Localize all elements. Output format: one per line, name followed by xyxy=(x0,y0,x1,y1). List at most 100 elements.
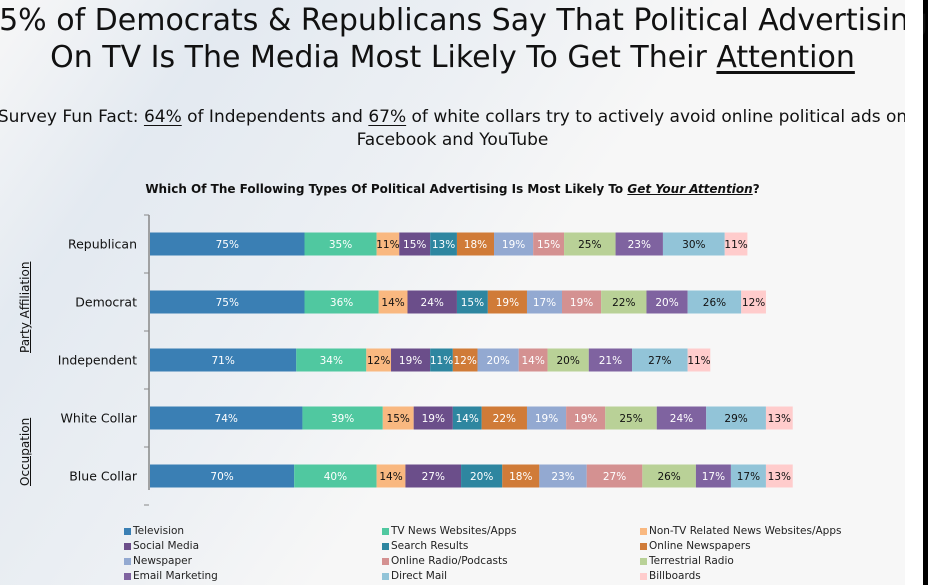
legend-label: Email Marketing xyxy=(133,570,218,582)
data-label: 15% xyxy=(387,413,410,425)
bar-segment xyxy=(456,232,495,256)
bar-segment xyxy=(294,464,377,488)
legend-item: Non-TV Related News Websites/Apps xyxy=(640,524,900,538)
legend-item: Social Media xyxy=(124,539,382,553)
data-label: 18% xyxy=(464,239,487,251)
data-label: 22% xyxy=(612,297,635,309)
bar-segment xyxy=(605,406,657,430)
data-label: 20% xyxy=(486,355,509,367)
bar-segment xyxy=(461,464,503,488)
bar-segment xyxy=(586,464,643,488)
bar-segment xyxy=(741,290,766,314)
bar-segment xyxy=(502,464,540,488)
data-label: 15% xyxy=(403,239,426,251)
category-label: Republican xyxy=(68,237,137,252)
legend-item: Online Radio/Podcasts xyxy=(382,554,640,568)
bar-segment xyxy=(518,348,548,372)
data-label: 11% xyxy=(376,239,399,251)
group-label-party: Party Affiliation xyxy=(18,261,32,353)
window-edge xyxy=(905,0,923,585)
category-label: Independent xyxy=(58,353,137,368)
legend-label: Terrestrial Radio xyxy=(649,555,734,567)
bar-segment xyxy=(391,348,431,372)
bar-segment xyxy=(695,464,731,488)
bar-segment xyxy=(588,348,633,372)
legend-swatch xyxy=(382,572,389,580)
bar-segment xyxy=(632,348,688,372)
bar-segment xyxy=(730,464,766,488)
data-label: 11% xyxy=(724,239,747,251)
bar-segment xyxy=(399,232,431,256)
legend-label: Non-TV Related News Websites/Apps xyxy=(649,525,842,537)
bar-segment xyxy=(642,464,696,488)
bar-segment xyxy=(430,232,457,256)
data-label: 11% xyxy=(687,355,710,367)
bar-segment xyxy=(687,290,742,314)
data-label: 39% xyxy=(331,413,354,425)
legend-label: Online Newspapers xyxy=(649,540,751,552)
legend-label: Television xyxy=(133,525,185,537)
data-label: 13% xyxy=(768,413,791,425)
group-label-occupation: Occupation xyxy=(18,417,32,486)
bar-segment xyxy=(366,348,392,372)
data-label: 23% xyxy=(628,239,651,251)
subtitle-pct2: 67% xyxy=(368,107,407,127)
chart-title-suffix: ? xyxy=(752,182,760,196)
bar-segment xyxy=(562,290,602,314)
data-label: 71% xyxy=(211,355,234,367)
stacked-bar-chart: Republican 75% 35% 11% 15% 13% 18% 19% 15% 25% 23%… xyxy=(58,214,793,506)
data-label: 24% xyxy=(421,297,444,309)
bar-segment xyxy=(382,406,414,430)
legend-label: Search Results xyxy=(391,540,469,552)
data-label: 19% xyxy=(422,413,445,425)
legend-label: Online Radio/Podcasts xyxy=(391,555,508,567)
data-label: 15% xyxy=(461,297,484,309)
subtitle: Survey Fun Fact: 64% of Independents and… xyxy=(0,106,925,152)
bar-segment xyxy=(430,348,453,372)
data-label: 15% xyxy=(537,239,560,251)
legend-item: Billboards xyxy=(640,569,900,583)
bar-segment xyxy=(407,290,457,314)
bar-segment xyxy=(615,232,663,256)
data-label: 24% xyxy=(670,413,693,425)
bar-segment xyxy=(413,406,453,430)
data-label: 12% xyxy=(454,355,477,367)
category-label: Blue Collar xyxy=(69,469,138,484)
title-emphasis: Attention xyxy=(716,40,855,75)
legend-item: Terrestrial Radio xyxy=(640,554,900,568)
legend-item: Television xyxy=(124,524,382,538)
bar-segment xyxy=(304,232,377,256)
data-label: 12% xyxy=(742,297,765,309)
legend-item: Online Newspapers xyxy=(640,539,900,553)
data-label: 27% xyxy=(603,471,626,483)
bar-segment xyxy=(376,464,406,488)
data-label: 36% xyxy=(330,297,353,309)
data-label: 14% xyxy=(456,413,479,425)
data-label: 17% xyxy=(533,297,556,309)
data-label: 29% xyxy=(724,413,747,425)
legend-swatch xyxy=(640,572,647,580)
bar-segment xyxy=(724,232,748,256)
data-label: 75% xyxy=(216,297,239,309)
data-label: 17% xyxy=(702,471,725,483)
bar-segment xyxy=(533,232,565,256)
bar-segment xyxy=(765,464,793,488)
data-label: 13% xyxy=(432,239,455,251)
bar-segment xyxy=(477,348,519,372)
legend-label: TV News Websites/Apps xyxy=(391,525,517,537)
legend-label: Newspaper xyxy=(133,555,192,567)
bar-segment xyxy=(539,464,587,488)
bar-segment xyxy=(656,406,707,430)
bar-segment xyxy=(706,406,766,430)
bar-segment xyxy=(526,290,562,314)
bar-segment xyxy=(150,232,305,256)
bar-segment xyxy=(487,290,527,314)
chart-title-prefix: Which Of The Following Types Of Politica… xyxy=(145,182,628,196)
data-label: 22% xyxy=(493,413,516,425)
legend-swatch xyxy=(124,542,131,550)
data-label: 20% xyxy=(557,355,580,367)
data-label: 14% xyxy=(379,471,402,483)
legend-swatch xyxy=(124,527,131,535)
data-label: 74% xyxy=(215,413,238,425)
